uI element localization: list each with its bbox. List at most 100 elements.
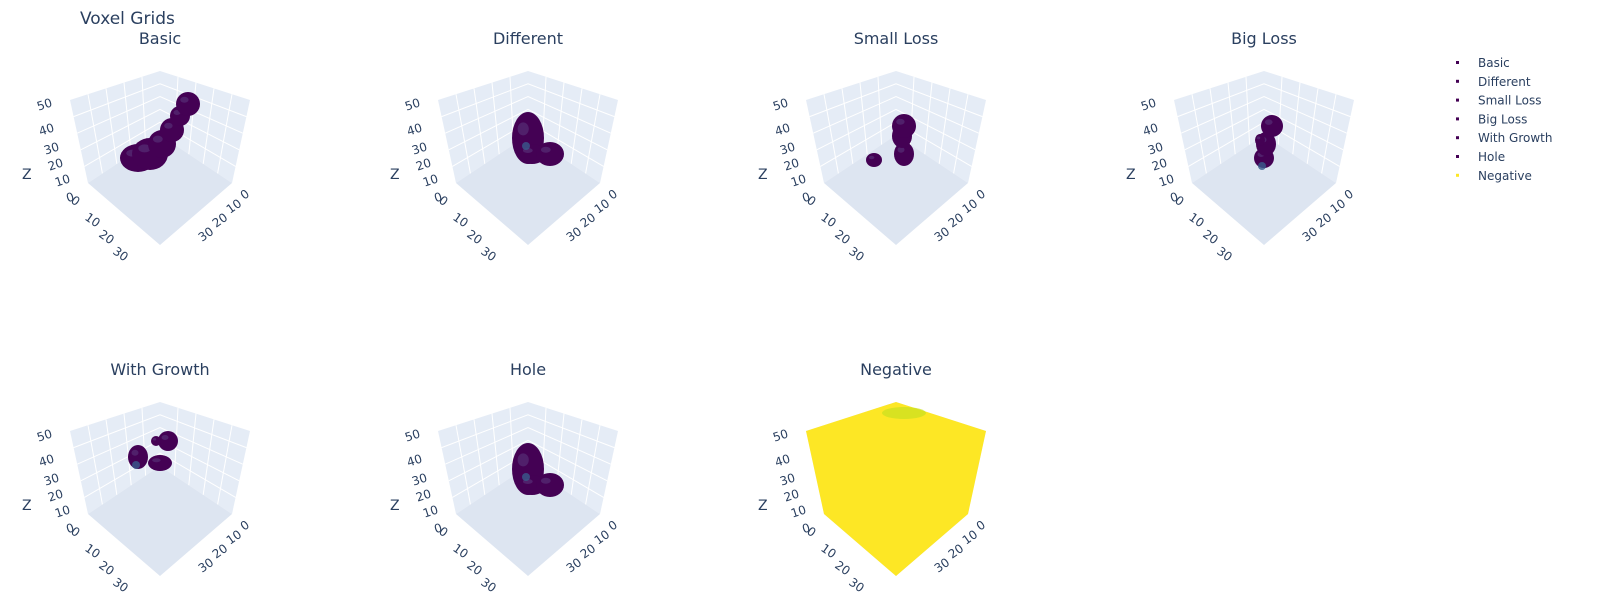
y-tick-label: 10 [82, 210, 103, 230]
y-tick-label: 10 [450, 541, 471, 561]
grid-line [585, 94, 601, 174]
z-tick-label: 30 [42, 471, 61, 489]
y-tick-label: 10 [82, 541, 103, 561]
voxel-shade [161, 435, 169, 440]
gridlines [441, 407, 615, 505]
z-tick-label: 40 [773, 121, 792, 139]
x-tick-label: 30 [564, 555, 585, 575]
grid-line [455, 94, 471, 174]
legend-item: With Growth [1456, 131, 1553, 145]
subplot-title: Hole [510, 360, 546, 379]
back-wall-right [528, 402, 618, 514]
voxel-shade [152, 135, 163, 143]
y-tick-label: 30 [110, 244, 131, 264]
legend-label: Big Loss [1478, 112, 1527, 126]
voxel-blob [512, 443, 564, 497]
legend-marker [1456, 61, 1459, 64]
z-tick-label: 40 [37, 121, 56, 139]
grid-line [217, 94, 233, 174]
z-tick-label: 30 [410, 471, 429, 489]
grid-line [809, 83, 983, 118]
voxel-cluster [1255, 134, 1265, 146]
x-tick-label: 20 [946, 541, 967, 561]
voxel-cluster [536, 142, 564, 166]
grid-line [84, 121, 236, 167]
z-tick-label: 30 [410, 140, 429, 158]
grid-line [1321, 94, 1337, 174]
z-tick-label: 20 [414, 487, 433, 505]
voxel-cluster [148, 455, 172, 471]
grid-line [80, 108, 240, 151]
grid-line [202, 88, 215, 164]
z-tick-label: 50 [35, 96, 54, 114]
grid-line [816, 108, 976, 151]
grid-line [217, 425, 233, 505]
voxel-blob [866, 114, 916, 167]
subplot-title: Big Loss [1231, 29, 1297, 48]
z-tick-label: 50 [771, 427, 790, 445]
x-tick-label: 20 [946, 210, 967, 230]
legend-item: Big Loss [1456, 112, 1527, 126]
grid-line [491, 82, 500, 155]
z-tick-label: 0 [800, 521, 812, 537]
back-wall-left [1174, 71, 1264, 183]
voxel-shade [138, 144, 151, 153]
grid-line [1177, 83, 1351, 118]
z-tick-label: 40 [405, 452, 424, 470]
grid-line [841, 88, 854, 164]
legend-label: With Growth [1478, 131, 1553, 145]
z-tick-label: 20 [46, 487, 65, 505]
back-wall-left [70, 402, 160, 514]
y-tick-label: 20 [96, 558, 117, 578]
grid-line [812, 96, 980, 134]
grid-line [1191, 94, 1207, 174]
z-tick-label: 10 [421, 503, 440, 521]
y-tick-label: 30 [478, 575, 499, 595]
grid-line [473, 419, 486, 495]
voxel-cluster [1261, 115, 1283, 137]
z-tick-label: 0 [432, 190, 444, 206]
voxel-shade [152, 438, 157, 441]
voxel-shade [868, 155, 875, 160]
voxel-blob [512, 112, 564, 166]
x-tick-label: 0 [238, 187, 252, 203]
z-axis-title: Z [22, 167, 32, 183]
x-tick-label: 20 [578, 210, 599, 230]
grid-line [441, 414, 615, 449]
grid-line [938, 88, 951, 164]
z-tick-label: 30 [1146, 140, 1165, 158]
x-tick-label: 20 [578, 541, 599, 561]
z-tick-label: 50 [35, 427, 54, 445]
grid-line [105, 419, 118, 495]
voxel-shade [517, 122, 529, 136]
grid-line [202, 419, 215, 495]
grid-line [76, 427, 244, 465]
voxel-shade [896, 118, 905, 125]
grid-line [1227, 82, 1236, 155]
legend-item: Negative [1456, 169, 1532, 183]
grid-line [924, 82, 933, 155]
x-tick-label: 10 [224, 527, 245, 547]
grid-line [188, 413, 197, 486]
grid-line [1306, 88, 1319, 164]
subplot-title: Small Loss [854, 29, 939, 48]
legend-marker [1456, 117, 1459, 121]
back-wall-right [160, 402, 250, 514]
x-tick-label: 30 [1300, 224, 1321, 244]
x-tick-label: 20 [210, 210, 231, 230]
z-axis-title: Z [390, 167, 400, 183]
x-tick-label: 0 [974, 187, 988, 203]
voxel-shade [152, 458, 161, 463]
y-tick-label: 10 [1186, 210, 1207, 230]
voxel-shade [540, 146, 551, 153]
back-wall-left [70, 71, 160, 183]
x-tick-label: 10 [592, 196, 613, 216]
floor [456, 135, 600, 245]
z-tick-label: 0 [64, 190, 76, 206]
voxel-shade [1256, 136, 1261, 140]
grid-line [570, 419, 583, 495]
grid-line [823, 94, 839, 174]
